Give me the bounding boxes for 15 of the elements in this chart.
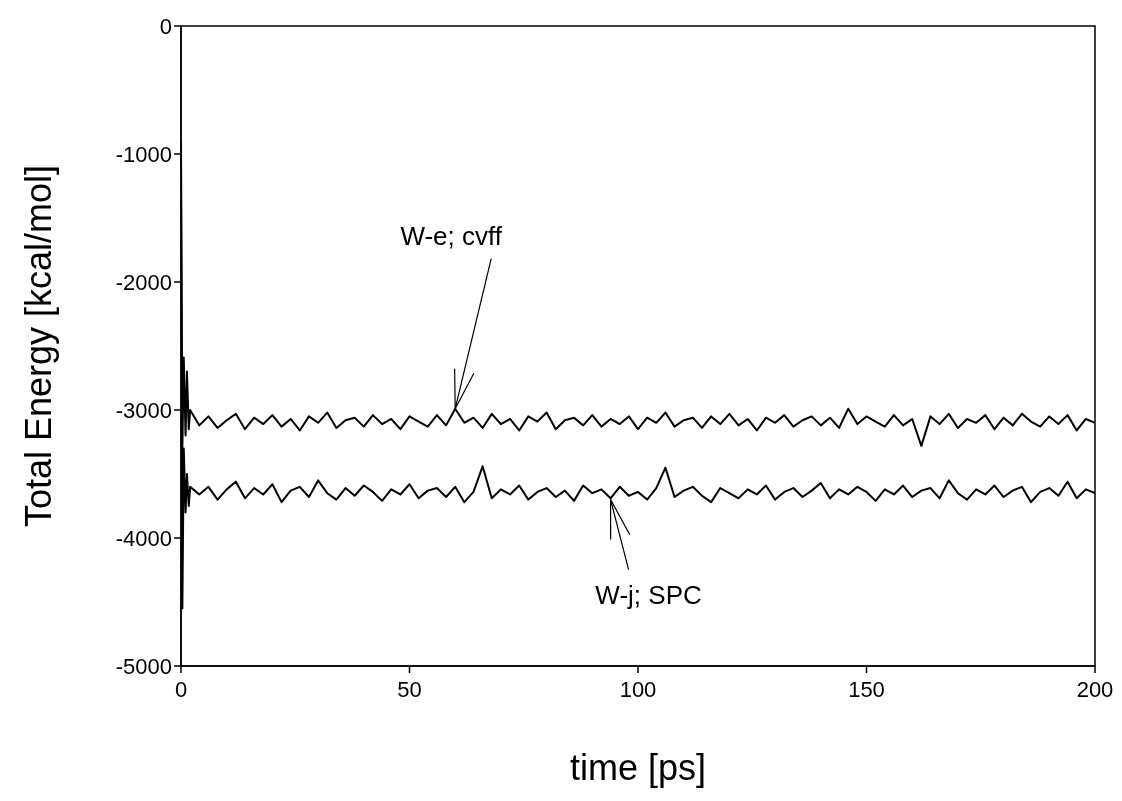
y-axis-title: Total Energy [kcal/mol] [17, 164, 59, 528]
y-tick-label: 0 [159, 13, 172, 39]
x-tick-label: 0 [174, 676, 188, 702]
annotation: W-e; cvff [400, 220, 503, 251]
y-tick-label: -5000 [115, 653, 172, 679]
x-tick-label: 100 [619, 676, 657, 702]
x-axis-title: time [ps] [569, 747, 707, 788]
y-tick-label: -1000 [115, 141, 172, 167]
x-tick-label: 200 [1076, 676, 1114, 702]
x-tick-label: 150 [848, 676, 885, 702]
annotation: W-j; SPC [595, 579, 702, 610]
y-tick-label: -4000 [115, 525, 172, 551]
y-tick-label: -3000 [115, 397, 172, 423]
x-tick-label: 50 [397, 676, 422, 702]
y-tick-label: -2000 [115, 269, 172, 295]
